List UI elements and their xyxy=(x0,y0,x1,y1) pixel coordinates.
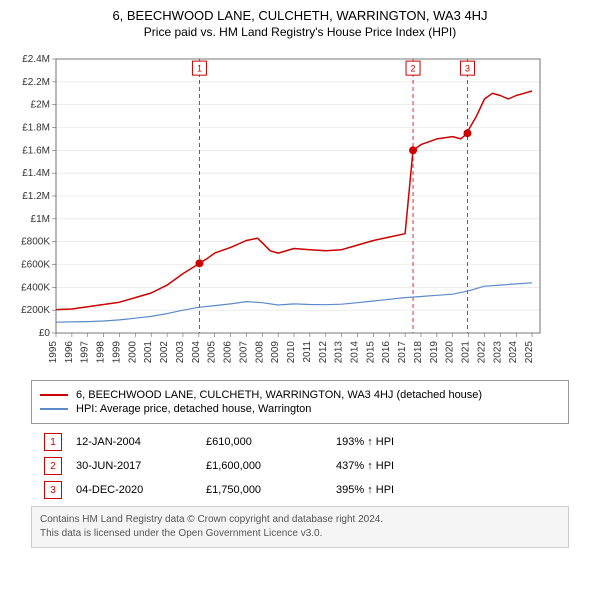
svg-text:2008: 2008 xyxy=(254,341,265,364)
chart-area: £0 £200K £400K £600K £800K £1M £1.2M £1.4M £1.6M… xyxy=(10,49,590,374)
chart-subtitle: Price paid vs. HM Land Registry's House … xyxy=(0,25,600,39)
sale-hpi-pct: 437% ↑ HPI xyxy=(336,460,436,472)
svg-text:1998: 1998 xyxy=(96,341,107,364)
svg-text:2023: 2023 xyxy=(492,341,503,364)
svg-text:£600K: £600K xyxy=(21,260,50,271)
svg-text:2014: 2014 xyxy=(350,341,361,364)
sale-row: 1 12-JAN-2004£610,000193% ↑ HPI xyxy=(40,430,560,454)
svg-text:2020: 2020 xyxy=(445,341,456,364)
svg-text:1999: 1999 xyxy=(111,341,122,364)
svg-text:2022: 2022 xyxy=(476,341,487,364)
svg-text:£2M: £2M xyxy=(31,100,50,111)
svg-text:£2.2M: £2.2M xyxy=(22,77,50,88)
svg-text:£800K: £800K xyxy=(21,237,50,248)
svg-text:2010: 2010 xyxy=(286,341,297,364)
sale-date: 30-JUN-2017 xyxy=(76,460,206,472)
svg-text:1996: 1996 xyxy=(64,341,75,364)
svg-text:1995: 1995 xyxy=(48,341,59,364)
legend-swatch xyxy=(40,408,68,410)
sale-price: £610,000 xyxy=(206,436,336,448)
legend-swatch xyxy=(40,394,68,396)
chart-title: 6, BEECHWOOD LANE, CULCHETH, WARRINGTON,… xyxy=(0,8,600,23)
svg-text:2013: 2013 xyxy=(334,341,345,364)
sale-date: 12-JAN-2004 xyxy=(76,436,206,448)
footer-line-1: Contains HM Land Registry data © Crown c… xyxy=(40,513,560,527)
svg-text:2: 2 xyxy=(411,64,416,74)
footer-line-2: This data is licensed under the Open Gov… xyxy=(40,527,560,541)
svg-text:2021: 2021 xyxy=(461,341,472,364)
svg-text:2004: 2004 xyxy=(191,341,202,364)
svg-text:2024: 2024 xyxy=(508,341,519,364)
svg-text:2007: 2007 xyxy=(238,341,249,364)
page: 6, BEECHWOOD LANE, CULCHETH, WARRINGTON,… xyxy=(0,0,600,548)
svg-text:3: 3 xyxy=(465,64,470,74)
sale-marker-box: 3 xyxy=(44,481,62,499)
svg-text:£1.6M: £1.6M xyxy=(22,145,50,156)
svg-text:£400K: £400K xyxy=(21,282,50,293)
svg-text:£0: £0 xyxy=(39,328,51,339)
svg-text:2016: 2016 xyxy=(381,341,392,364)
svg-text:2009: 2009 xyxy=(270,341,281,364)
svg-text:£1M: £1M xyxy=(31,214,50,225)
svg-text:£200K: £200K xyxy=(21,305,50,316)
svg-text:2005: 2005 xyxy=(207,341,218,364)
sale-row: 3 04-DEC-2020£1,750,000395% ↑ HPI xyxy=(40,478,560,502)
legend-row: 6, BEECHWOOD LANE, CULCHETH, WARRINGTON,… xyxy=(40,389,560,401)
svg-text:1: 1 xyxy=(197,64,202,74)
svg-text:£1.2M: £1.2M xyxy=(22,191,50,202)
svg-text:2025: 2025 xyxy=(524,341,535,364)
sale-hpi-pct: 193% ↑ HPI xyxy=(336,436,436,448)
sales-table: 1 12-JAN-2004£610,000193% ↑ HPI 2 30-JUN-20… xyxy=(40,430,560,502)
svg-text:2017: 2017 xyxy=(397,341,408,364)
attribution-footer: Contains HM Land Registry data © Crown c… xyxy=(31,506,569,548)
legend: 6, BEECHWOOD LANE, CULCHETH, WARRINGTON,… xyxy=(31,380,569,424)
svg-text:1997: 1997 xyxy=(80,341,91,364)
svg-text:2015: 2015 xyxy=(365,341,376,364)
svg-text:£1.4M: £1.4M xyxy=(22,168,50,179)
sale-marker-box: 1 xyxy=(44,433,62,451)
svg-text:2011: 2011 xyxy=(302,341,313,363)
svg-text:2019: 2019 xyxy=(429,341,440,364)
sale-row: 2 30-JUN-2017£1,600,000437% ↑ HPI xyxy=(40,454,560,478)
svg-text:2002: 2002 xyxy=(159,341,170,364)
legend-label: HPI: Average price, detached house, Warr… xyxy=(76,403,311,415)
svg-text:2000: 2000 xyxy=(127,341,138,364)
legend-row: HPI: Average price, detached house, Warr… xyxy=(40,403,560,415)
price-chart: £0 £200K £400K £600K £800K £1M £1.2M £1.4M £1.6M… xyxy=(10,49,550,369)
sale-date: 04-DEC-2020 xyxy=(76,484,206,496)
sale-marker-box: 2 xyxy=(44,457,62,475)
svg-text:2003: 2003 xyxy=(175,341,186,364)
svg-text:2006: 2006 xyxy=(223,341,234,364)
svg-text:2012: 2012 xyxy=(318,341,329,364)
legend-label: 6, BEECHWOOD LANE, CULCHETH, WARRINGTON,… xyxy=(76,389,482,401)
sale-hpi-pct: 395% ↑ HPI xyxy=(336,484,436,496)
sale-price: £1,600,000 xyxy=(206,460,336,472)
svg-text:£1.8M: £1.8M xyxy=(22,123,50,134)
svg-text:2018: 2018 xyxy=(413,341,424,364)
svg-text:2001: 2001 xyxy=(143,341,154,364)
sale-price: £1,750,000 xyxy=(206,484,336,496)
svg-text:£2.4M: £2.4M xyxy=(22,54,50,65)
